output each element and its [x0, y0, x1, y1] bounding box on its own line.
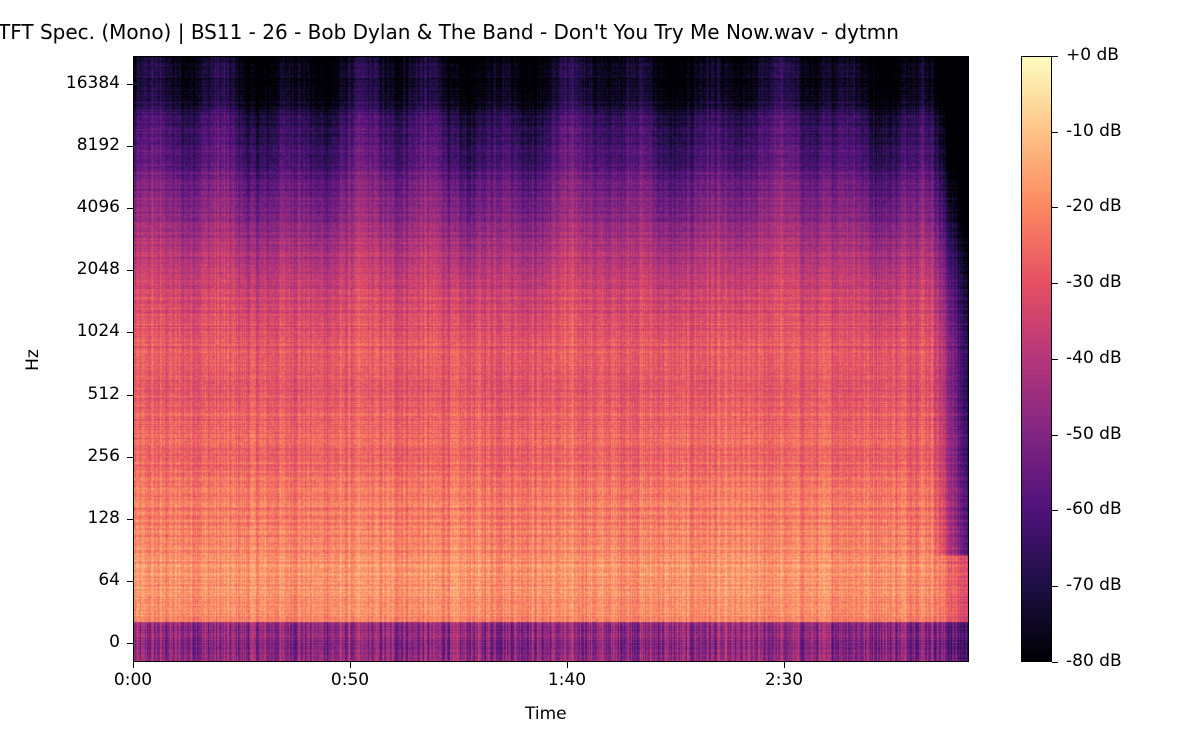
x-tick-label: 2:30 — [764, 670, 804, 690]
spectrogram-heatmap — [133, 56, 969, 662]
colorbar-tick-mark — [1052, 283, 1058, 285]
chart-title: TFT Spec. (Mono) | BS11 - 26 - Bob Dylan… — [0, 20, 899, 44]
colorbar-tick-mark — [1052, 661, 1058, 663]
x-tick-mark — [350, 662, 351, 668]
y-tick-label: 2048 — [76, 259, 120, 280]
x-tick-label: 1:40 — [547, 670, 587, 690]
colorbar-tick-label: -50 dB — [1066, 423, 1122, 444]
y-tick-mark — [127, 518, 133, 520]
colorbar-tick-mark — [1052, 434, 1058, 436]
y-tick-mark — [127, 394, 133, 396]
colorbar — [1021, 56, 1052, 662]
y-tick-mark — [127, 208, 133, 210]
y-tick-mark — [127, 84, 133, 85]
colorbar-tick-mark — [1052, 207, 1058, 209]
y-tick-mark — [127, 642, 133, 644]
colorbar-tick-label: -10 dB — [1066, 120, 1122, 141]
y-tick-label: 16384 — [65, 73, 120, 93]
colorbar-tick-mark — [1052, 510, 1058, 512]
colorbar-tick-mark — [1052, 56, 1058, 57]
y-tick-label: 4096 — [76, 197, 120, 218]
colorbar-tick-mark — [1052, 131, 1058, 133]
y-tick-mark — [127, 456, 133, 458]
colorbar-tick-label: -80 dB — [1066, 650, 1122, 671]
y-axis-label: Hz — [22, 349, 43, 371]
y-tick-label: 8192 — [76, 135, 120, 156]
y-tick-mark — [127, 146, 133, 148]
colorbar-tick-label: -30 dB — [1066, 272, 1122, 293]
colorbar-tick-mark — [1052, 358, 1058, 360]
y-tick-mark — [127, 580, 133, 582]
colorbar-tick-label: -40 dB — [1066, 347, 1122, 368]
y-tick-mark — [127, 332, 133, 334]
x-tick-label: 0:00 — [113, 670, 153, 690]
colorbar-tick-mark — [1052, 585, 1058, 587]
y-tick-label: 64 — [98, 569, 120, 590]
x-tick-mark — [133, 662, 134, 668]
x-tick-mark — [567, 662, 568, 668]
x-tick-mark — [784, 662, 785, 668]
y-tick-label: 512 — [87, 383, 120, 404]
y-tick-label: 0 — [109, 631, 120, 652]
x-axis-label: Time — [525, 704, 567, 724]
y-tick-label: 256 — [87, 445, 120, 466]
x-tick-label: 0:50 — [330, 670, 370, 690]
colorbar-tick-label: -70 dB — [1066, 574, 1122, 595]
colorbar-tick-label: +0 dB — [1066, 45, 1119, 65]
y-tick-label: 1024 — [76, 321, 120, 342]
colorbar-tick-label: -60 dB — [1066, 499, 1122, 520]
y-tick-label: 128 — [87, 507, 120, 528]
y-tick-mark — [127, 270, 133, 272]
colorbar-tick-label: -20 dB — [1066, 196, 1122, 217]
